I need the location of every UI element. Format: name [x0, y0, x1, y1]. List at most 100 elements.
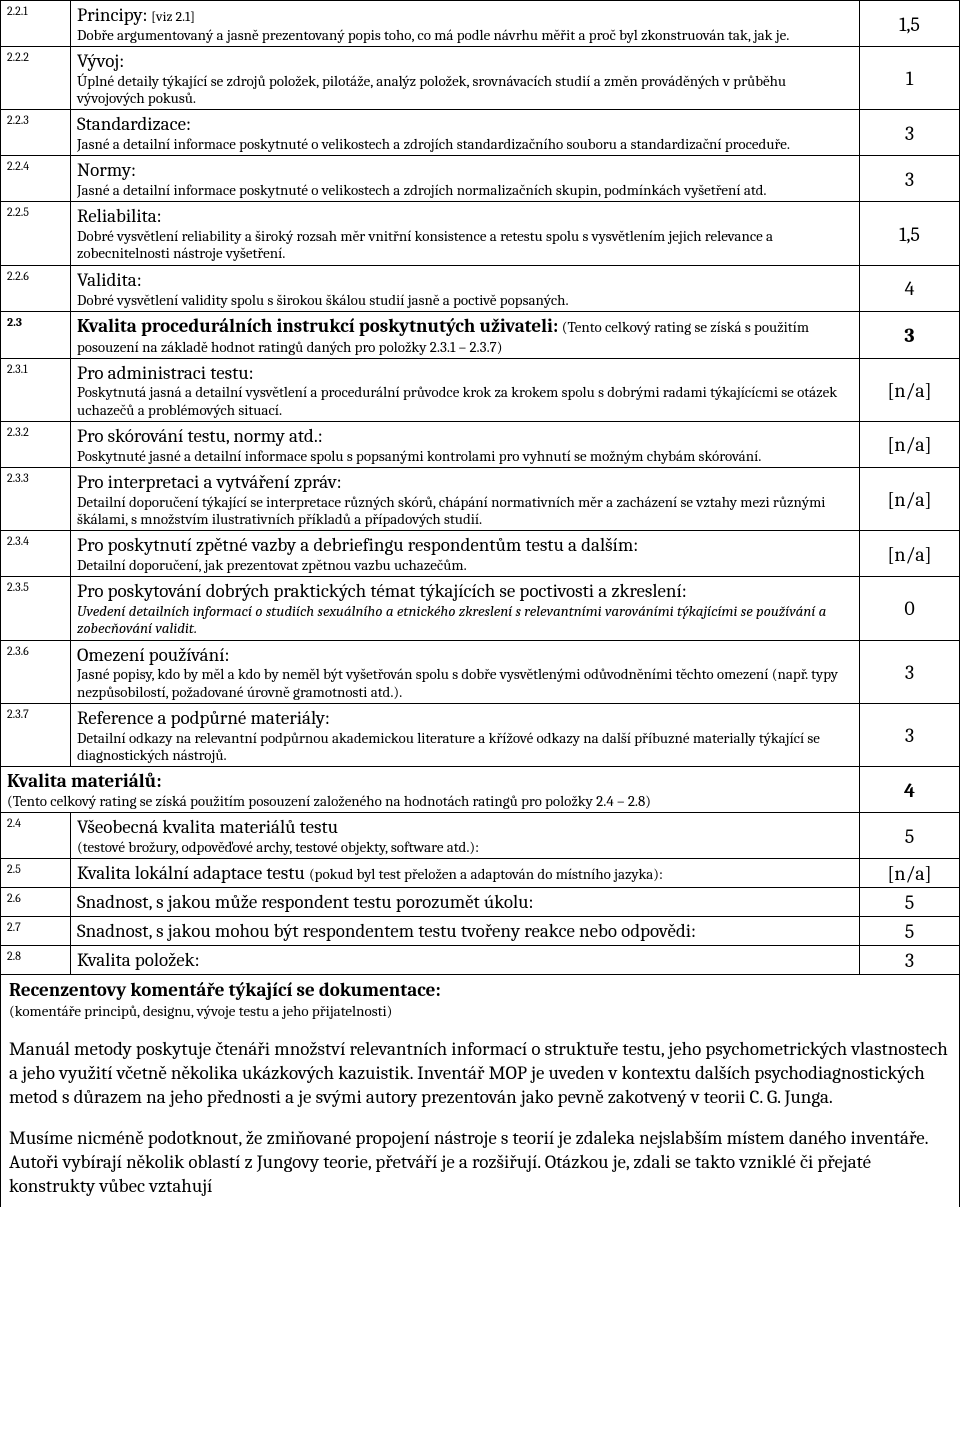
row-number: 2.2.4: [1, 156, 71, 202]
row-number: 2.3: [1, 311, 71, 358]
row-description: Dobré vysvětlení validity spolu s široko…: [77, 292, 853, 309]
row-number: 2.4: [1, 813, 71, 859]
row-rating: 3: [860, 946, 960, 975]
row-content: Pro poskytování dobrých praktických téma…: [71, 577, 860, 640]
row-number: 2.2.1: [1, 1, 71, 47]
row-rating: 1,5: [860, 1, 960, 47]
row-description: Detailní doporučení, jak prezentovat zpě…: [77, 557, 853, 574]
table-row: 2.2.4Normy:Jasné a detailní informace po…: [1, 156, 960, 202]
section-header-title: Kvalita materiálů:: [7, 770, 853, 792]
row-content: Kvalita procedurálních instrukcí poskytn…: [71, 311, 860, 358]
table-row: 2.6 Snadnost, s jakou může respondent tes…: [1, 888, 960, 917]
row-rating: 3: [860, 311, 960, 358]
row-description: (testové brožury, odpověďové archy, test…: [77, 839, 853, 856]
table-row: 2.2.1Principy: [viz 2.1]Dobře argumentov…: [1, 1, 960, 47]
row-number: 2.3.3: [1, 467, 71, 530]
table-row: 2.3.5 Pro poskytování dobrých praktických…: [1, 577, 960, 640]
row-content: Kvalita položek:: [71, 946, 860, 975]
table-row: 2.2.5Reliabilita:Dobré vysvětlení reliab…: [1, 202, 960, 265]
row-description: Jasné a detailní informace poskytnuté o …: [77, 136, 853, 153]
comments-body: Manuál metody poskytuje čtenáři množství…: [9, 1038, 951, 1199]
row-content: Všeobecná kvalita materiálů testu(testov…: [71, 813, 860, 859]
row-description: Poskytnuté jasné a detailní informace sp…: [77, 448, 853, 465]
row-ref: [viz 2.1]: [151, 8, 195, 25]
row-title: Standardizace:: [77, 113, 191, 135]
row-description: Dobře argumentovaný a jasně prezentovaný…: [77, 27, 853, 44]
comments-title: Recenzentovy komentáře týkající se dokum…: [9, 979, 951, 1002]
comments-subtitle: (komentáře principů, designu, vývoje tes…: [9, 1002, 951, 1020]
row-number: 2.5: [1, 859, 71, 888]
row-description: Úplné detaily týkající se zdrojů položek…: [77, 73, 853, 108]
row-title: Validita:: [77, 269, 142, 291]
comments-row: Recenzentovy komentáře týkající se dokum…: [1, 975, 960, 1207]
row-title: Kvalita procedurálních instrukcí poskytn…: [77, 315, 558, 337]
row-title: Pro poskytnutí zpětné vazby a debriefing…: [77, 534, 638, 556]
row-number: 2.3.7: [1, 703, 71, 766]
comments-cell: Recenzentovy komentáře týkající se dokum…: [1, 975, 960, 1207]
row-content: Reliabilita:Dobré vysvětlení reliability…: [71, 202, 860, 265]
row-number: 2.6: [1, 888, 71, 917]
row-rating: 3: [860, 110, 960, 156]
row-content: Normy:Jasné a detailní informace poskytn…: [71, 156, 860, 202]
row-rating: 3: [860, 156, 960, 202]
row-number: 2.2.5: [1, 202, 71, 265]
section-header-note: (Tento celkový rating se získá použitím …: [7, 792, 853, 810]
table-row: 2.2.3Standardizace:Jasné a detailní info…: [1, 110, 960, 156]
row-number: 2.3.2: [1, 421, 71, 467]
row-title: Kvalita položek:: [77, 949, 200, 971]
row-title: Pro poskytování dobrých praktických téma…: [77, 580, 687, 602]
row-content: Snadnost, s jakou mohou být respondentem…: [71, 917, 860, 946]
row-title: Pro administraci testu:: [77, 362, 254, 384]
comments-paragraph: Musíme nicméně podotknout, že zmiňované …: [9, 1127, 951, 1198]
row-rating: [n/a]: [860, 467, 960, 530]
row-description: Poskytnutá jasná a detailní vysvětlení a…: [77, 384, 853, 419]
row-description: Uvedení detailních informací o studiích …: [77, 603, 853, 638]
row-rating: 5: [860, 813, 960, 859]
ratings-table: 2.2.1Principy: [viz 2.1]Dobře argumentov…: [0, 0, 960, 1207]
table-row: 2.7Snadnost, s jakou mohou být responden…: [1, 917, 960, 946]
row-content: Omezení používání:Jasné popisy, kdo by m…: [71, 640, 860, 703]
row-rating: 3: [860, 640, 960, 703]
table-row: 2.2.2Vývoj:Úplné detaily týkající se zdr…: [1, 47, 960, 110]
row-number: 2.3.4: [1, 531, 71, 577]
row-rating: 4: [860, 265, 960, 311]
row-content: Pro administraci testu:Poskytnutá jasná …: [71, 358, 860, 421]
table-row: 2.5Kvalita lokální adaptace testu (pokud…: [1, 859, 960, 888]
table-row: 2.8Kvalita položek:3: [1, 946, 960, 975]
table-row: 2.3.1Pro administraci testu:Poskytnutá j…: [1, 358, 960, 421]
row-description: Jasné a detailní informace poskytnuté o …: [77, 182, 853, 199]
row-number: 2.3.5: [1, 577, 71, 640]
row-content: Vývoj:Úplné detaily týkající se zdrojů p…: [71, 47, 860, 110]
row-rating: [n/a]: [860, 859, 960, 888]
row-number: 2.2.6: [1, 265, 71, 311]
row-rating: 5: [860, 917, 960, 946]
table-row: 2.2.6 Validita:Dobré vysvětlení validity …: [1, 265, 960, 311]
row-rating: 1: [860, 47, 960, 110]
table-row: 2.3.2Pro skórování testu, normy atd.:Pos…: [1, 421, 960, 467]
row-number: 2.3.1: [1, 358, 71, 421]
row-content: Reference a podpůrné materiály:Detailní …: [71, 703, 860, 766]
row-description: Dobré vysvětlení reliability a široký ro…: [77, 228, 853, 263]
row-content: Pro skórování testu, normy atd.:Poskytnu…: [71, 421, 860, 467]
table-row: 2.3.3 Pro interpretaci a vytváření zpráv:…: [1, 467, 960, 530]
table-row: 2.3.6Omezení používání:Jasné popisy, kdo…: [1, 640, 960, 703]
row-content: Standardizace:Jasné a detailní informace…: [71, 110, 860, 156]
row-rating: [n/a]: [860, 531, 960, 577]
row-description: Detailní doporučení týkající se interpre…: [77, 494, 853, 529]
row-description: Detailní odkazy na relevantní podpůrnou …: [77, 730, 853, 765]
row-title: Pro interpretaci a vytváření zpráv:: [77, 471, 342, 493]
comments-paragraph: Manuál metody poskytuje čtenáři množství…: [9, 1038, 951, 1109]
row-title: Snadnost, s jakou může respondent testu …: [77, 891, 534, 913]
row-number: 2.2.2: [1, 47, 71, 110]
table-row: Kvalita materiálů:(Tento celkový rating …: [1, 767, 960, 813]
table-row: 2.3 Kvalita procedurálních instrukcí posk…: [1, 311, 960, 358]
row-content: Pro poskytnutí zpětné vazby a debriefing…: [71, 531, 860, 577]
row-content: Snadnost, s jakou může respondent testu …: [71, 888, 860, 917]
row-rating: 4: [860, 767, 960, 813]
row-number: 2.2.3: [1, 110, 71, 156]
row-title: Reference a podpůrné materiály:: [77, 707, 330, 729]
row-rating: [n/a]: [860, 358, 960, 421]
row-inline-note: (pokud byl test přeložen a adaptován do …: [309, 865, 663, 883]
row-description: Jasné popisy, kdo by měl a kdo by neměl …: [77, 666, 853, 701]
row-rating: [n/a]: [860, 421, 960, 467]
